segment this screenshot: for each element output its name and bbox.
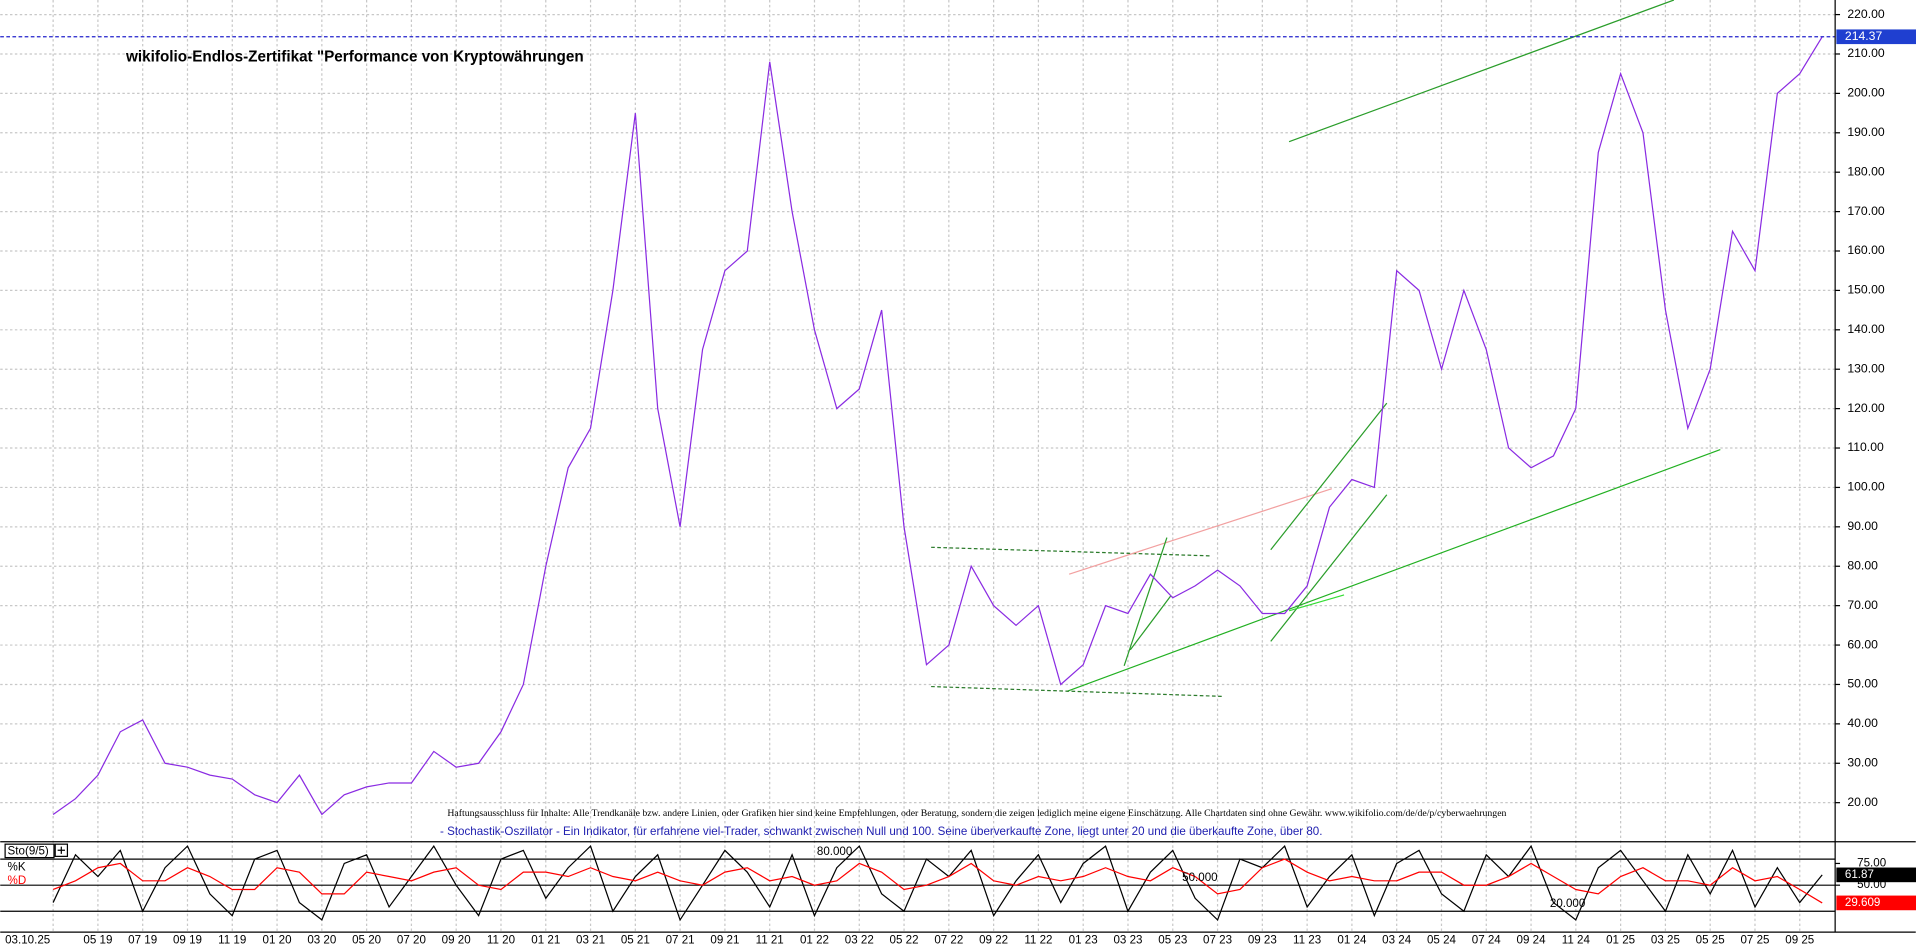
last-value-label: 29.609 [1845,896,1880,909]
x-tick-label: 01 22 [800,934,829,947]
indicator-box [4,843,55,859]
trend-line [1270,402,1388,551]
x-tick-label: 03 23 [1113,934,1142,947]
y-tick-label: 90.00 [1847,519,1878,533]
x-tick-label: 05 19 [83,934,112,947]
x-tick-label: 05 24 [1427,934,1457,947]
y-tick-label: 100.00 [1847,480,1885,494]
y-tick-label: 170.00 [1847,204,1885,218]
x-tick-label: 09 24 [1517,934,1547,947]
trend-line [1123,537,1168,666]
note: - Stochastik-Oszillator - Ein Indikator,… [440,825,1322,838]
x-tick-label: 11 23 [1293,934,1321,947]
x-tick-label: 09 22 [979,934,1008,947]
level-label: 80.000 [817,845,852,858]
y-tick-label: 75.00 [1857,857,1886,870]
trend-line [931,546,1210,557]
y-tick-label: 220.00 [1847,7,1885,21]
legend-label: %D [8,874,27,887]
oscillator-line [52,858,1823,904]
last-value-box [1836,867,1916,883]
trend-line [1270,494,1388,642]
x-tick-label: 05 21 [621,934,650,947]
y-tick-label: 50.00 [1847,677,1878,691]
x-tick-label: 05 23 [1158,934,1187,947]
y-tick-label: 150.00 [1847,283,1885,297]
level-label: 50.000 [1182,871,1217,884]
x-tick-label: 07 19 [128,934,157,947]
trend-line [1066,448,1721,693]
trend-line [1068,488,1333,575]
x-tick-label: 09 21 [710,934,739,947]
x-tick-label: 11 21 [756,934,784,947]
price-line [52,36,1823,816]
trend-line [1129,595,1172,651]
x-tick-label: 09 19 [173,934,202,947]
y-tick-label: 130.00 [1847,361,1885,375]
y-tick-label: 120.00 [1847,401,1885,415]
x-tick-label: 07 24 [1472,934,1502,947]
x-tick-label: 01 20 [263,934,292,947]
trend-line [1288,594,1345,612]
y-tick-label: 190.00 [1847,125,1885,139]
x-tick-label: 03 24 [1382,934,1412,947]
x-tick-label: 05 22 [890,934,919,947]
x-tick-label: 05 25 [1696,934,1725,947]
plot [0,36,1836,922]
x-tick-label: 09 23 [1248,934,1277,947]
x-tick-label: 03 22 [845,934,874,947]
x-tick-label: 01 24 [1337,934,1367,947]
x-tick-label: 03.10.25 [5,934,50,947]
x-tick-label: 11 20 [487,934,515,947]
x-tick-label: 03 20 [307,934,336,947]
last-value-box [1836,895,1916,911]
x-tick-label: 01 23 [1069,934,1098,947]
level-label: 20.000 [1550,897,1585,910]
y-tick-label: 160.00 [1847,243,1885,257]
x-tick-label: 11 24 [1562,934,1591,947]
y-tick-label: 80.00 [1847,558,1878,572]
x-tick-label: 07 20 [397,934,426,947]
legend-label: %K [8,860,26,873]
y-tick-label: 180.00 [1847,164,1885,178]
last-value-box [1836,29,1916,45]
x-tick-label: 09 20 [442,934,471,947]
chart-title: wikifolio-Endlos-Zertifikat "Performance… [125,48,584,65]
y-tick-label: 30.00 [1847,755,1878,769]
x-tick-label: 07 23 [1203,934,1232,947]
oscillator-line [52,844,1823,922]
x-tick-label: 07 22 [934,934,963,947]
y-tick-label: 140.00 [1847,322,1885,336]
x-tick-label: 07 21 [666,934,695,947]
y-tick-label: 210.00 [1847,46,1885,60]
y-tick-label: 200.00 [1847,86,1885,100]
last-value-label: 61.87 [1845,868,1874,881]
trend-line [1288,0,1675,143]
trend-lines [931,0,1721,697]
y-tick-label: 70.00 [1847,598,1878,612]
expand-icon [57,846,65,854]
y-tick-label: 110.00 [1847,440,1884,454]
indicator-title: Sto(9/5) [8,845,49,858]
y-tick-label: 20.00 [1847,795,1878,809]
x-tick-label: 03 21 [576,934,605,947]
x-tick-label: 11 22 [1024,934,1052,947]
x-tick-label: 01 25 [1606,934,1635,947]
x-tick-label: 05 20 [352,934,381,947]
disclaimer: Haftungsausschluss für Inhalte: Alle Tre… [447,808,1506,819]
x-tick-label: 03 25 [1651,934,1680,947]
last-value-label: 214.37 [1845,29,1883,43]
x-tick-label: 11 19 [218,934,246,947]
y-tick-label: 40.00 [1847,716,1878,730]
grid [0,0,1836,933]
x-tick-label: 07 25 [1740,934,1769,947]
x-tick-label: 09 25 [1785,934,1814,947]
x-tick-label: 01 21 [531,934,560,947]
y-tick-label: 60.00 [1847,637,1878,651]
